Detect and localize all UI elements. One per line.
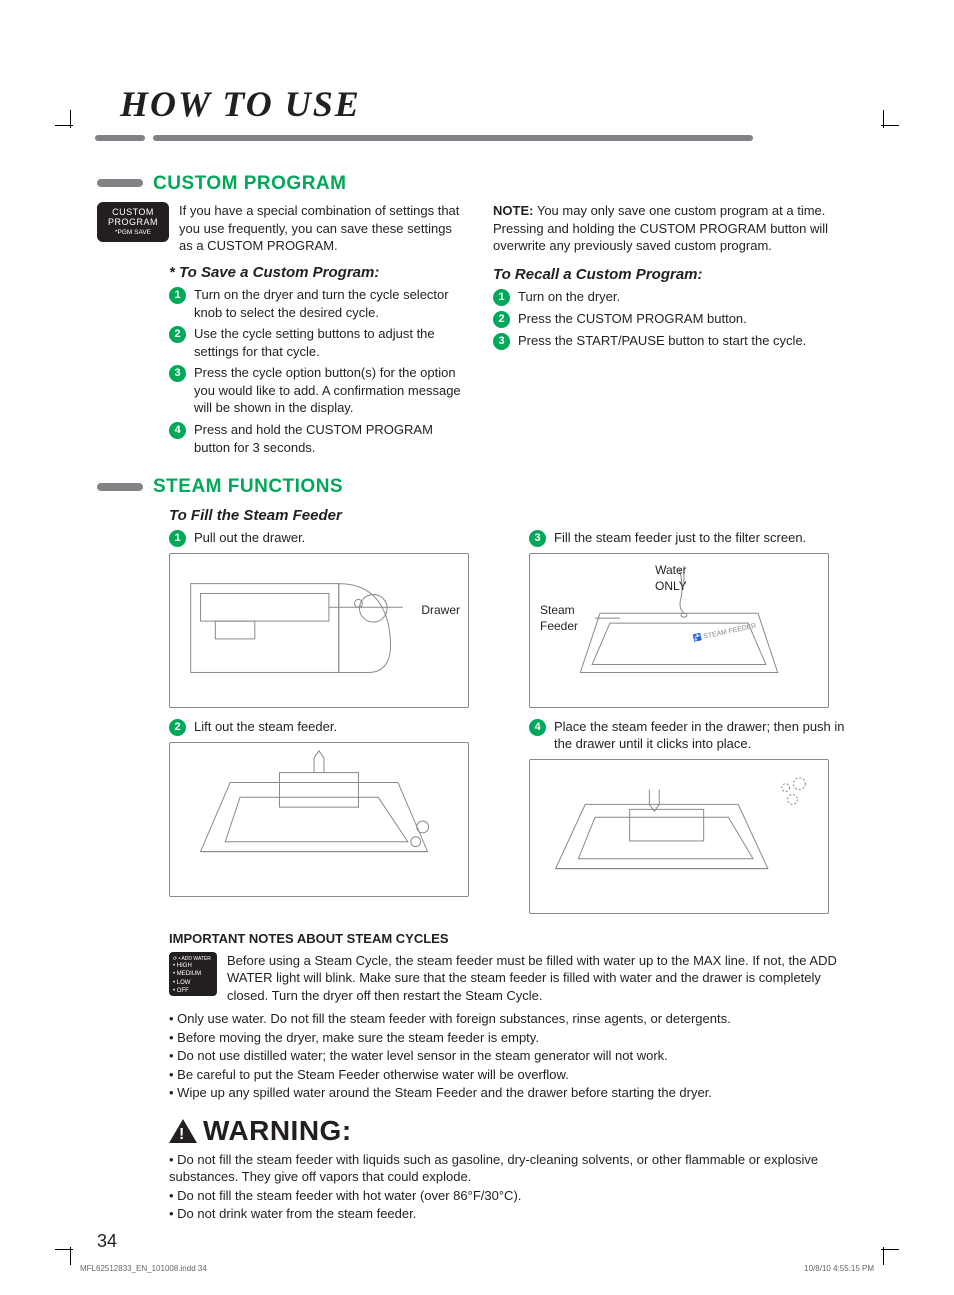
warning-triangle-icon [169, 1119, 197, 1143]
step-bullet-4: 4 [169, 422, 186, 439]
title-rule [95, 135, 954, 141]
label-drawer: Drawer [421, 602, 460, 618]
custom-program-button-icon: CUSTOM PROGRAM *PGM SAVE [97, 202, 169, 242]
fill-subtitle: To Fill the Steam Feeder [169, 506, 857, 526]
steam-step: 2Lift out the steam feeder. [169, 718, 497, 736]
step-bullet-3: 3 [169, 365, 186, 382]
crop-mark [881, 1249, 899, 1250]
svg-text:🚰 STEAM FEEDER: 🚰 STEAM FEEDER [692, 621, 757, 643]
crop-mark [55, 1249, 73, 1250]
warning-bullets: Do not fill the steam feeder with liquid… [169, 1151, 857, 1223]
label-steam-feeder: Steam Feeder [540, 602, 578, 634]
custom-program-intro: If you have a special combination of set… [179, 202, 461, 255]
warning-header: WARNING: [169, 1112, 857, 1150]
footer-filename: MFL62512833_EN_101008.indd 34 [80, 1264, 207, 1275]
diagram-fill-feeder: 🚰 STEAM FEEDER Water ONLY Steam Feeder [529, 553, 829, 708]
section-header-steam: STEAM FUNCTIONS [97, 474, 857, 500]
recall-subtitle: To Recall a Custom Program: [493, 265, 857, 285]
recall-step: 3Press the START/PAUSE button to start t… [493, 332, 857, 350]
step-bullet-2: 2 [493, 311, 510, 328]
footer-timestamp: 10/8/10 4:55:15 PM [804, 1264, 874, 1275]
important-intro: Before using a Steam Cycle, the steam fe… [227, 952, 857, 1005]
recall-step: 1Turn on the dryer. [493, 288, 857, 306]
step-bullet-2: 2 [169, 326, 186, 343]
page-number: 34 [97, 1229, 117, 1253]
step-bullet-1: 1 [493, 289, 510, 306]
custom-program-note: NOTE: You may only save one custom progr… [493, 202, 857, 255]
warning-heading: WARNING: [203, 1112, 352, 1150]
custom-program-heading: CUSTOM PROGRAM [153, 171, 346, 197]
diagram-drawer: Drawer [169, 553, 469, 708]
important-heading: IMPORTANT NOTES ABOUT STEAM CYCLES [169, 930, 857, 948]
section-header-custom: CUSTOM PROGRAM [97, 171, 857, 197]
label-water-only: Water ONLY [655, 562, 687, 594]
save-step: 2Use the cycle setting buttons to adjust… [169, 325, 461, 360]
step-bullet-1: 1 [169, 287, 186, 304]
crop-mark [55, 125, 73, 126]
save-subtitle: * To Save a Custom Program: [169, 263, 461, 283]
crop-mark [881, 125, 899, 126]
recall-step: 2Press the CUSTOM PROGRAM button. [493, 310, 857, 328]
save-step: 4Press and hold the CUSTOM PROGRAM butto… [169, 421, 461, 456]
save-step: 1Turn on the dryer and turn the cycle se… [169, 286, 461, 321]
steam-step: 1Pull out the drawer. [169, 529, 497, 547]
important-bullets: Only use water. Do not fill the steam fe… [169, 1010, 857, 1102]
steam-step: 4Place the steam feeder in the drawer; t… [529, 718, 857, 753]
steam-functions-heading: STEAM FUNCTIONS [153, 474, 343, 500]
step-bullet-3: 3 [493, 333, 510, 350]
steam-step: 3Fill the steam feeder just to the filte… [529, 529, 857, 547]
save-step: 3Press the cycle option button(s) for th… [169, 364, 461, 417]
page-title: HOW TO USE [120, 80, 954, 129]
diagram-lift-feeder [169, 742, 469, 897]
add-water-icon: ⟳ ADD WATER HIGH MEDIUM LOW OFF [169, 952, 217, 996]
diagram-place-feeder [529, 759, 829, 914]
